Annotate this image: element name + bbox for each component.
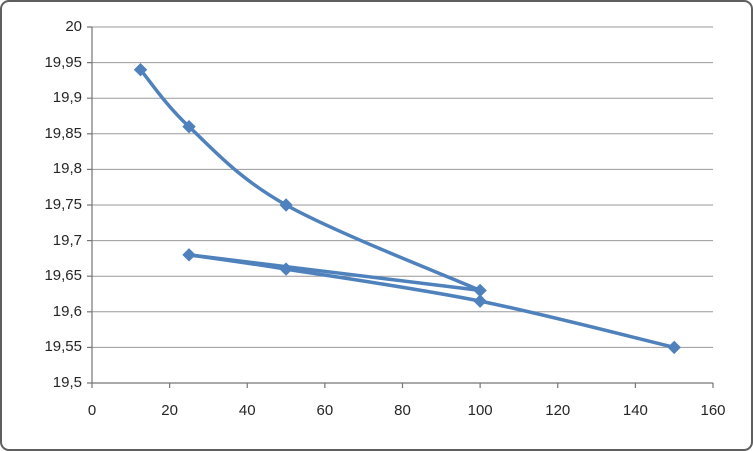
data-point-marker — [279, 262, 293, 276]
y-tick-label: 19,55 — [44, 338, 82, 356]
data-point-marker — [667, 340, 681, 355]
x-tick-label: 80 — [394, 402, 411, 419]
y-tick-label: 19,75 — [44, 196, 82, 213]
x-tick-label: 0 — [87, 402, 97, 419]
y-tick-label: 19,9 — [52, 89, 82, 107]
x-tick-label: 160 — [700, 402, 726, 419]
x-tick-label: 140 — [622, 402, 648, 419]
y-tick-label: 19,85 — [44, 124, 82, 142]
data-point-marker — [182, 248, 196, 262]
x-tick-label: 100 — [467, 402, 493, 419]
y-tick-label: 19,5 — [52, 374, 82, 391]
y-tick-label: 19,95 — [44, 53, 82, 71]
y-tick-label: 19,7 — [52, 231, 82, 249]
series-line — [187, 253, 676, 350]
data-point-marker — [279, 198, 293, 212]
series-line — [138, 67, 482, 293]
data-point-marker — [182, 119, 196, 134]
y-tick-label: 19,8 — [52, 160, 82, 178]
x-tick-label: 20 — [161, 402, 178, 419]
x-tick-label: 60 — [316, 402, 334, 419]
y-tick-label: 19,65 — [44, 267, 82, 285]
x-tick-label: 120 — [545, 402, 571, 419]
data-point-marker — [133, 63, 148, 77]
y-tick-label: 20 — [65, 18, 82, 35]
x-tick-label: 40 — [238, 402, 256, 419]
y-tick-label: 19,6 — [52, 302, 82, 320]
data-point-marker — [473, 294, 487, 308]
